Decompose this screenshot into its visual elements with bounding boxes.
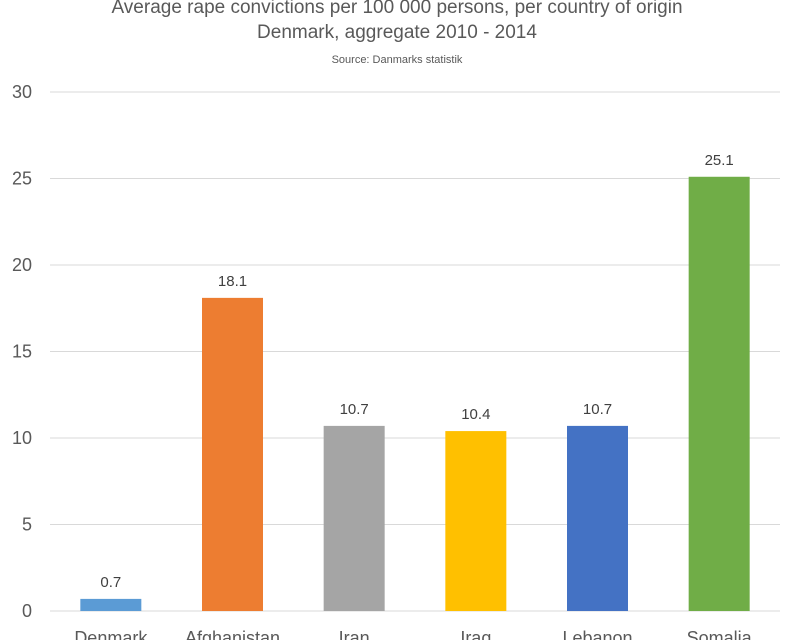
bar-iran: [323, 425, 385, 611]
bars: [80, 176, 750, 611]
bar-iraq: [445, 431, 507, 611]
x-category-label: Afghanistan: [185, 628, 280, 640]
y-tick-label: 15: [12, 342, 32, 362]
gridlines: [50, 91, 780, 612]
data-label: 10.4: [461, 406, 490, 423]
bar-somalia: [688, 176, 750, 611]
bar-lebanon: [567, 425, 628, 611]
chart-title-line-2: Denmark, aggregate 2010 - 2014: [257, 22, 537, 43]
y-tick-label: 5: [22, 515, 32, 535]
y-tick-label: 25: [12, 169, 32, 189]
data-label: 10.7: [583, 401, 612, 418]
x-category-label: Denmark: [74, 628, 148, 640]
y-tick-label: 20: [12, 255, 32, 275]
x-category-label: Iran: [339, 628, 370, 640]
y-tick-label: 0: [22, 601, 32, 621]
x-category-label: Iraq: [460, 628, 491, 640]
bar-afghanistan: [202, 297, 263, 611]
data-label: 10.7: [340, 401, 369, 418]
x-category-label: Lebanon: [562, 628, 632, 640]
x-category-label: Somalia: [687, 628, 753, 640]
chart-source: Source: Danmarks statistik: [332, 54, 463, 66]
y-tick-label: 10: [12, 428, 32, 448]
data-labels: 0.7 18.1 10.7 10.4 10.7 25.1: [100, 152, 733, 591]
chart-title-line-1: Average rape convictions per 100 000 per…: [111, 0, 682, 18]
data-label: 0.7: [100, 574, 121, 591]
y-tick-label: 30: [12, 82, 32, 102]
x-axis-categories: Denmark Afghanistan Iran Iraq Lebanon Somalia: [74, 628, 752, 640]
bar-denmark: [80, 598, 142, 611]
data-label: 18.1: [218, 273, 247, 290]
data-label: 25.1: [705, 152, 734, 169]
y-axis-ticks: 0 5 10 15 20 25 30: [12, 82, 32, 621]
